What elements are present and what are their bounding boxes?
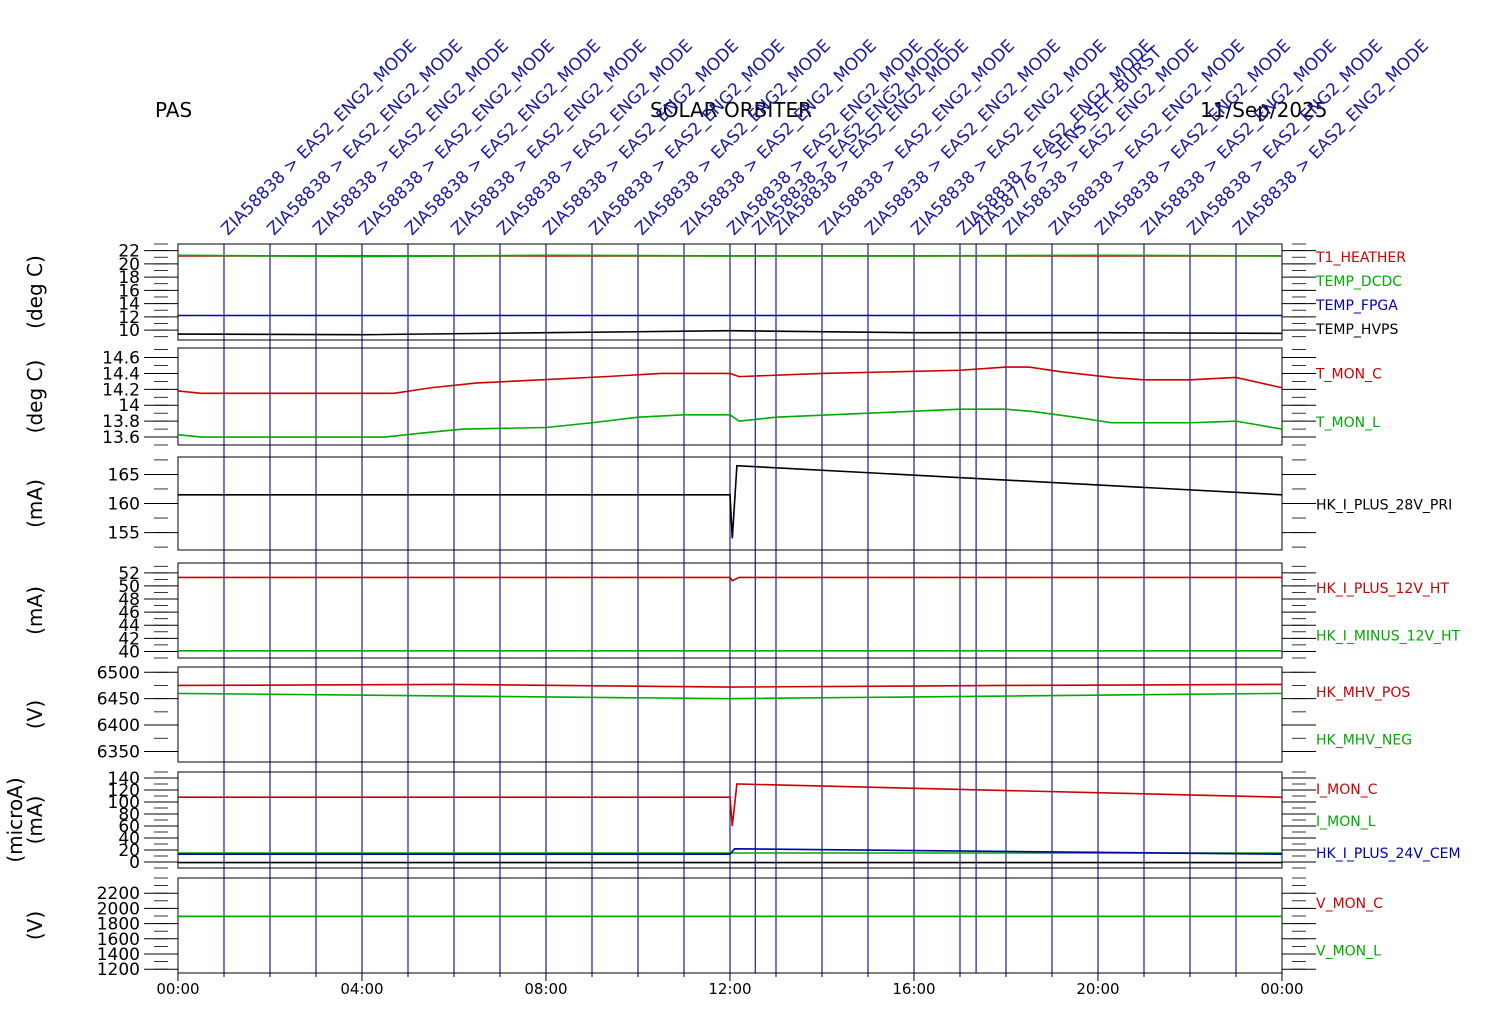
y-axis-label: (mA) [23, 479, 47, 528]
y-tick-label: 13.6 [102, 428, 140, 448]
legend-label: T_MON_C [1315, 366, 1382, 382]
y-tick-label: 6450 [97, 690, 140, 710]
y-tick-label: 44 [118, 616, 140, 636]
series-line [178, 783, 1283, 827]
y-tick-label: 14 [118, 295, 140, 315]
y-axis-label: (V) [23, 700, 47, 729]
y-tick-label: 50 [118, 577, 140, 597]
y-axis-label: (deg C) [23, 255, 47, 329]
x-tick-label: 00:00 [156, 980, 199, 998]
x-tick-label: 08:00 [524, 980, 567, 998]
panel-frame [177, 666, 1283, 763]
panel-frame [177, 243, 1283, 341]
y-tick-label: 13.8 [102, 412, 140, 432]
legend-label: V_MON_C [1316, 896, 1383, 912]
y-tick-label: 1400 [97, 945, 140, 965]
panel-frame [177, 562, 1283, 659]
panel-frame [177, 347, 1283, 446]
series-line [177, 683, 1283, 688]
legend-label: T_MON_L [1315, 415, 1380, 431]
y-axis-label: (V) [23, 911, 47, 940]
y-tick-label: 22 [118, 242, 140, 262]
header-left: PAS [155, 98, 193, 122]
y-tick-label: 52 [118, 564, 140, 584]
y-tick-label: 46 [118, 603, 140, 623]
y-tick-label: 40 [118, 642, 140, 662]
y-tick-label: 20 [118, 255, 140, 275]
x-tick-label: 12:00 [708, 980, 751, 998]
series-line [177, 408, 1283, 438]
series-line [178, 576, 1282, 582]
legend-label: HK_MHV_POS [1316, 685, 1410, 701]
y-tick-label: 20 [118, 841, 140, 861]
legend-label: TEMP_DCDC [1315, 274, 1402, 290]
series-line [177, 692, 1283, 700]
panel-frame [177, 771, 1283, 869]
series-line [178, 464, 1283, 539]
legend-label: TEMP_FPGA [1315, 298, 1398, 314]
y-tick-label: 6400 [97, 716, 140, 736]
y-tick-label: 40 [118, 829, 140, 849]
y-tick-label: 1800 [97, 915, 140, 935]
y-tick-label: 1200 [97, 960, 140, 980]
series-line [177, 366, 1283, 395]
legend-label: HK_I_PLUS_24V_CEM [1316, 846, 1461, 862]
y-tick-label: 1600 [97, 930, 140, 950]
y-axis-label-secondary: (microA) [3, 777, 27, 862]
legend-label: I_MON_C [1316, 782, 1378, 798]
y-tick-label: 48 [118, 590, 140, 610]
y-tick-label: 2000 [97, 899, 140, 919]
y-axis-label: (mA) [23, 796, 47, 845]
series-line [177, 329, 1283, 336]
y-tick-label: 160 [108, 495, 140, 515]
legend-label: HK_I_MINUS_12V_HT [1316, 628, 1461, 644]
y-tick-label: 100 [108, 793, 140, 813]
y-tick-label: 14.6 [102, 349, 140, 369]
legend-label: I_MON_L [1316, 814, 1376, 830]
y-tick-label: 6500 [97, 663, 140, 683]
header-center: SOLAR ORBITER [650, 98, 812, 122]
y-tick-label: 60 [118, 817, 140, 837]
legend-label: V_MON_L [1316, 943, 1381, 959]
legend-label: HK_I_PLUS_28V_PRI [1316, 498, 1452, 514]
y-tick-label: 140 [108, 769, 140, 789]
y-tick-label: 0 [129, 853, 140, 873]
y-tick-label: 120 [108, 781, 140, 801]
y-tick-label: 165 [108, 465, 140, 485]
y-tick-label: 16 [118, 281, 140, 301]
series-line [177, 254, 1283, 258]
y-tick-label: 80 [118, 805, 140, 825]
legend-label: HK_I_PLUS_12V_HT [1316, 581, 1449, 597]
y-axis-label: (deg C) [23, 360, 47, 434]
y-tick-label: 18 [118, 268, 140, 288]
x-tick-label: 20:00 [1076, 980, 1119, 998]
y-tick-label: 10 [118, 321, 140, 341]
legend-label: TEMP_HVPS [1315, 322, 1398, 338]
x-tick-label: 00:00 [1260, 980, 1303, 998]
y-tick-label: 14.2 [102, 380, 140, 400]
x-tick-label: 04:00 [340, 980, 383, 998]
legend-label: HK_MHV_NEG [1316, 732, 1412, 748]
legend-label: T1_HEATHER [1315, 250, 1406, 266]
series-line [178, 847, 1283, 856]
y-tick-label: 12 [118, 308, 140, 328]
y-tick-label: 155 [108, 524, 140, 544]
y-tick-label: 14 [118, 396, 140, 416]
y-axis-label: (mA) [23, 586, 47, 635]
x-tick-label: 16:00 [892, 980, 935, 998]
y-tick-label: 42 [118, 629, 140, 649]
y-tick-label: 14.4 [102, 364, 140, 384]
y-tick-label: 6350 [97, 742, 140, 762]
y-tick-label: 2200 [97, 884, 140, 904]
header-right: 11/Sep/2025 [1200, 98, 1328, 122]
